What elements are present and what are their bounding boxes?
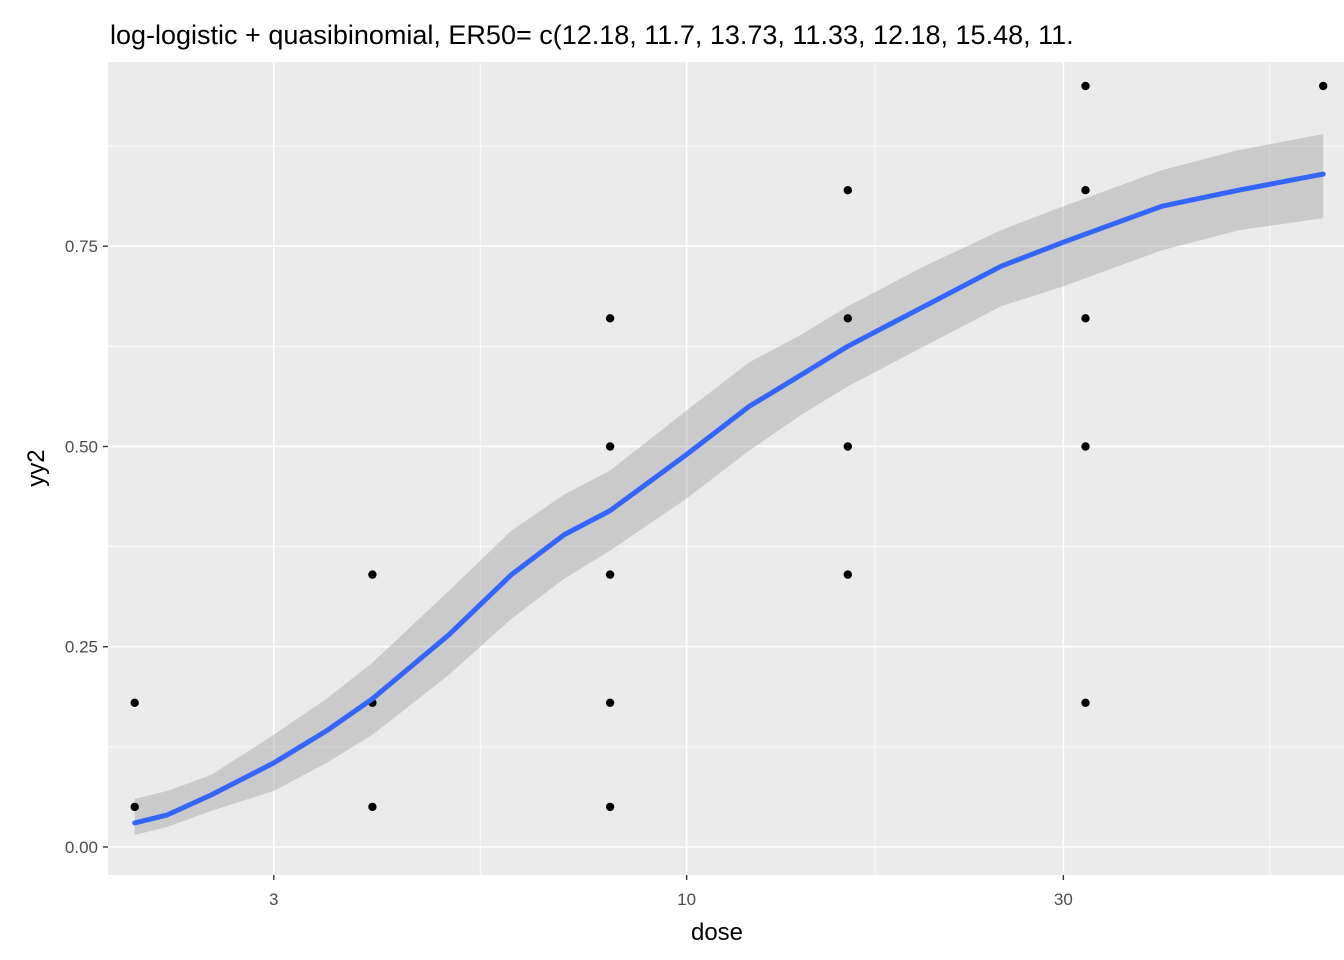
- x-tick-label: 30: [1054, 890, 1073, 909]
- data-point: [605, 442, 615, 451]
- y-tick-label: 0.25: [65, 638, 98, 657]
- y-axis-title: yy2: [23, 449, 50, 486]
- y-tick-label: 0.00: [65, 838, 98, 857]
- data-point: [843, 442, 852, 451]
- data-point: [1081, 698, 1090, 707]
- y-tick-label: 0.75: [65, 237, 98, 256]
- data-point: [605, 802, 615, 812]
- x-tick-label: 10: [677, 890, 696, 909]
- data-point: [843, 314, 852, 323]
- data-point: [368, 802, 377, 812]
- x-axis: 3 10 30: [269, 875, 1073, 909]
- data-point: [605, 314, 615, 323]
- data-point: [843, 186, 852, 195]
- data-point: [605, 570, 615, 579]
- data-point: [1081, 442, 1090, 451]
- data-point: [368, 570, 377, 579]
- data-point: [1319, 81, 1328, 91]
- confidence-band: [134, 134, 1324, 836]
- data-point: [130, 698, 139, 707]
- major-gridlines: [108, 62, 1344, 875]
- minor-gridlines: [108, 62, 1344, 875]
- x-tick-label: 3: [269, 890, 278, 909]
- x-axis-title: dose: [691, 919, 743, 946]
- data-point: [130, 802, 139, 812]
- y-tick-label: 0.50: [65, 437, 98, 456]
- data-point: [1081, 186, 1090, 195]
- data-point: [843, 570, 852, 579]
- chart-title: log-logistic + quasibinomial, ER50= c(12…: [110, 20, 1074, 50]
- y-axis: 0.00 0.25 0.50 0.75: [65, 237, 108, 857]
- data-point: [1081, 314, 1090, 323]
- fit-line: [132, 171, 1326, 826]
- data-point: [1081, 81, 1090, 91]
- data-point: [605, 698, 615, 707]
